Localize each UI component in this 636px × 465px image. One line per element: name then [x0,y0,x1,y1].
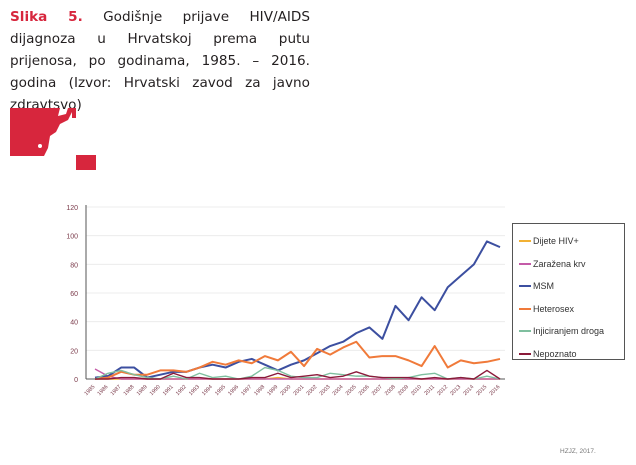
chart-legend: Dijete HIV+ Zaražena krv MSM Heterosex Injic… [512,223,625,360]
x-tick-label: 2012 [436,384,449,397]
caption-label: Slika 5. [10,9,83,25]
y-tick-label: 120 [66,205,78,212]
x-tick-label: 2006 [358,384,371,397]
x-tick-label: 2004 [332,384,345,397]
source-footer: HZJZ, 2017. [560,448,596,455]
y-tick-label: 60 [70,291,78,298]
x-tick-label: 2015 [475,384,488,397]
x-tick-label: 2000 [279,384,292,397]
y-tick-label: 20 [70,348,78,355]
series-line-nepoznato [95,369,501,380]
x-tick-label: 2013 [449,384,462,397]
legend-item: Nepoznato [519,343,624,366]
x-tick-label: 1986 [97,384,110,397]
series-line-heterosex [94,340,501,380]
legend-swatch [519,262,531,265]
x-tick-label: 2003 [319,384,332,397]
legend-swatch [519,285,531,288]
y-tick-label: 80 [70,262,78,269]
legend-item: Zaražena krv [519,253,624,276]
x-tick-label: 1985 [84,384,97,397]
y-tick-label: 100 [66,234,78,241]
legend-item: Heterosex [519,298,624,321]
legend-label: Zaražena krv [533,258,586,269]
x-tick-label: 1987 [110,384,123,397]
legend-swatch [519,352,531,355]
x-tick-label: 2009 [397,384,410,397]
x-tick-label: 2016 [489,384,502,397]
legend-label: Nepoznato [533,348,577,359]
x-tick-label: 2011 [423,384,436,397]
x-tick-label: 1998 [253,384,266,397]
legend-swatch [519,330,531,333]
x-tick-label: 1991 [162,384,175,397]
x-tick-label: 1989 [136,384,149,397]
legend-item: Dijete HIV+ [519,230,624,253]
x-tick-label: 1999 [266,384,279,397]
legend-item: Injiciranjem droga [519,320,624,343]
legend-swatch [519,240,531,243]
x-tick-label: 2002 [306,384,319,397]
legend-label: Heterosex [533,303,575,314]
x-tick-label: 1988 [123,384,136,397]
y-tick-label: 0 [74,377,78,384]
logo-square [76,155,96,170]
legend-label: MSM [533,281,554,292]
x-tick-label: 1993 [188,384,201,397]
x-tick-label: 2007 [371,384,384,397]
x-tick-label: 2001 [293,384,306,397]
x-tick-label: 2005 [345,384,358,397]
logo-graphic [10,108,76,156]
x-tick-label: 2010 [410,384,423,397]
x-tick-label: 1994 [201,384,214,397]
caption-text: Godišnje prijave HIV/AIDS dijagnoza u Hr… [10,9,310,113]
x-tick-label: 1996 [227,384,240,397]
x-tick-label: 2008 [384,384,397,397]
legend-swatch [519,307,531,310]
series-line-msm [94,240,501,379]
legend-label: Dijete HIV+ [533,236,579,247]
x-tick-label: 1995 [214,384,227,397]
x-tick-label: 2014 [462,384,475,397]
x-tick-label: 1990 [149,384,162,397]
figure-caption: Slika 5. Godišnje prijave HIV/AIDS dijag… [10,6,310,116]
y-tick-label: 40 [70,320,78,327]
x-tick-label: 1992 [175,384,188,397]
legend-label: Injiciranjem droga [533,326,605,337]
x-tick-label: 1997 [240,384,253,397]
legend-item: MSM [519,275,624,298]
